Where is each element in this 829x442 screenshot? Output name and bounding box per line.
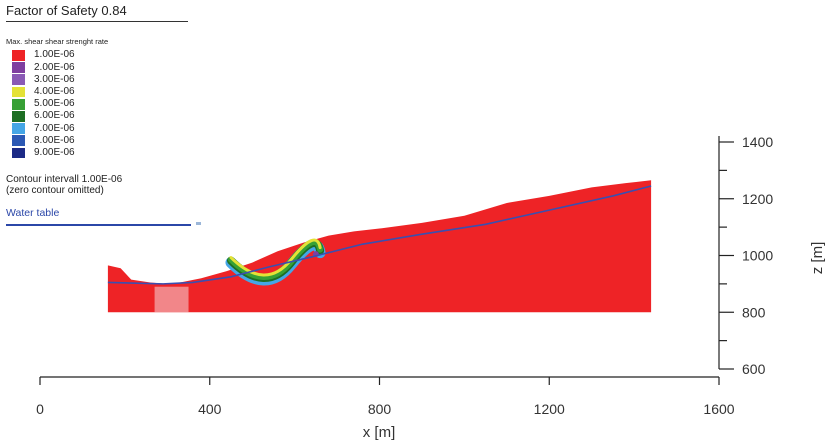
legend-label: 7.00E-06 bbox=[34, 122, 75, 134]
legend-swatch bbox=[12, 123, 25, 134]
contour-note-line-2: (zero contour omitted) bbox=[6, 185, 104, 196]
legend-entry: 8.00E-06 bbox=[12, 134, 75, 147]
x-tick-label: 0 bbox=[36, 401, 44, 417]
legend-entry: 9.00E-06 bbox=[12, 146, 75, 159]
title-underline bbox=[6, 21, 188, 22]
valley-pale-patch bbox=[154, 286, 189, 313]
legend-label: 8.00E-06 bbox=[34, 134, 75, 146]
legend-swatch bbox=[12, 50, 25, 61]
z-tick-label: 1200 bbox=[742, 191, 773, 207]
x-tick-label: 1600 bbox=[703, 401, 734, 417]
contour-note: Contour intervall 1.00E-06 (zero contour… bbox=[6, 174, 122, 196]
legend-title: Max. shear shear strenght rate bbox=[6, 37, 109, 46]
water-table-legend-line bbox=[6, 224, 191, 226]
water-table-line bbox=[107, 185, 652, 285]
legend-entry: 1.00E-06 bbox=[12, 50, 75, 61]
slope-layer bbox=[107, 180, 652, 313]
z-tick-label: 1400 bbox=[742, 134, 773, 150]
axes-layer: 0 400 800 1200 1600 x [m] 600 800 1000 1200 1400 z … bbox=[36, 134, 826, 441]
x-axis-label: x [m] bbox=[363, 424, 396, 441]
x-tick-label: 800 bbox=[368, 401, 392, 417]
legend-entry: 5.00E-06 bbox=[12, 99, 75, 110]
chart-title: Factor of Safety 0.84 bbox=[6, 3, 127, 18]
legend-entry: 2.00E-06 bbox=[12, 62, 75, 73]
legend-label: 5.00E-06 bbox=[34, 98, 75, 110]
legend-label: 3.00E-06 bbox=[34, 73, 75, 85]
legend-swatch bbox=[12, 86, 25, 98]
legend-swatch bbox=[12, 147, 25, 159]
legend-label: 4.00E-06 bbox=[34, 85, 75, 97]
z-tick-label: 600 bbox=[742, 361, 766, 377]
z-tick-label: 800 bbox=[742, 304, 766, 320]
legend-entry: 7.00E-06 bbox=[12, 123, 75, 134]
x-tick-label: 1200 bbox=[534, 401, 565, 417]
legend-swatch bbox=[12, 98, 25, 110]
legend-label: 9.00E-06 bbox=[34, 146, 75, 158]
legend-label: 2.00E-06 bbox=[34, 61, 75, 73]
shear-band bbox=[229, 238, 322, 277]
water-table-legend-dot bbox=[196, 222, 201, 225]
x-tick-label: 400 bbox=[198, 401, 222, 417]
z-axis-label: z [m] bbox=[809, 242, 826, 275]
legend-swatch bbox=[12, 111, 25, 122]
legend-swatch bbox=[12, 62, 25, 73]
legend-entry: 6.00E-06 bbox=[12, 111, 75, 122]
z-tick-label: 1000 bbox=[742, 248, 773, 264]
legend-swatch bbox=[12, 135, 25, 147]
water-table-label: Water table bbox=[6, 207, 60, 219]
legend-label: 1.00E-06 bbox=[34, 49, 75, 61]
legend-entry: 4.00E-06 bbox=[12, 85, 75, 98]
legend-label: 6.00E-06 bbox=[34, 110, 75, 122]
contour-note-line-1: Contour intervall 1.00E-06 bbox=[6, 174, 123, 185]
slope-body bbox=[107, 180, 652, 313]
legend-swatch bbox=[12, 74, 25, 86]
legend-entry: 3.00E-06 bbox=[12, 73, 75, 86]
